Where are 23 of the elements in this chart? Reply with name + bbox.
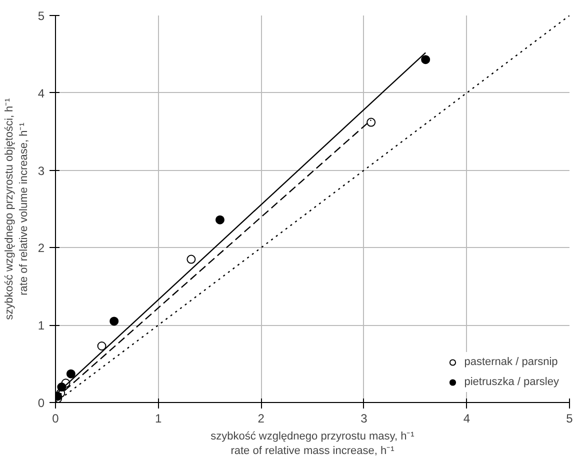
point [215, 215, 224, 224]
y-tick-label: 2 [38, 241, 45, 256]
legend-label: pietruszka / parsley [464, 376, 559, 388]
point [421, 55, 430, 64]
x-tick-label: 1 [154, 412, 162, 426]
y-tick-label: 4 [38, 86, 45, 100]
y-tick-label: 0 [38, 396, 45, 410]
legend-label: pasternak / parsnip [464, 356, 558, 368]
x-tick-label: 5 [566, 412, 574, 426]
x-axis-title: szybkość względnego przyrostu masy, h⁻¹ rate of relative mass increase, h⁻¹ [210, 430, 415, 457]
y-tick-label: 5 [38, 9, 45, 23]
x-tick-label: 3 [360, 412, 368, 426]
x-tick-label: 0 [52, 412, 60, 426]
point [366, 118, 376, 127]
point [97, 342, 106, 350]
y-tick-label: 1 [38, 318, 45, 333]
x-tick-label: 2 [258, 412, 265, 426]
point [110, 316, 119, 326]
x-tick-label: 4 [463, 412, 470, 426]
point [66, 369, 76, 378]
point [186, 254, 196, 264]
y-axis-title: szybkość względnego przyrostu objętości, h⁻¹ rate of relative volume increase, h⁻¹ [3, 98, 30, 320]
y-tick-label: 3 [38, 164, 45, 178]
